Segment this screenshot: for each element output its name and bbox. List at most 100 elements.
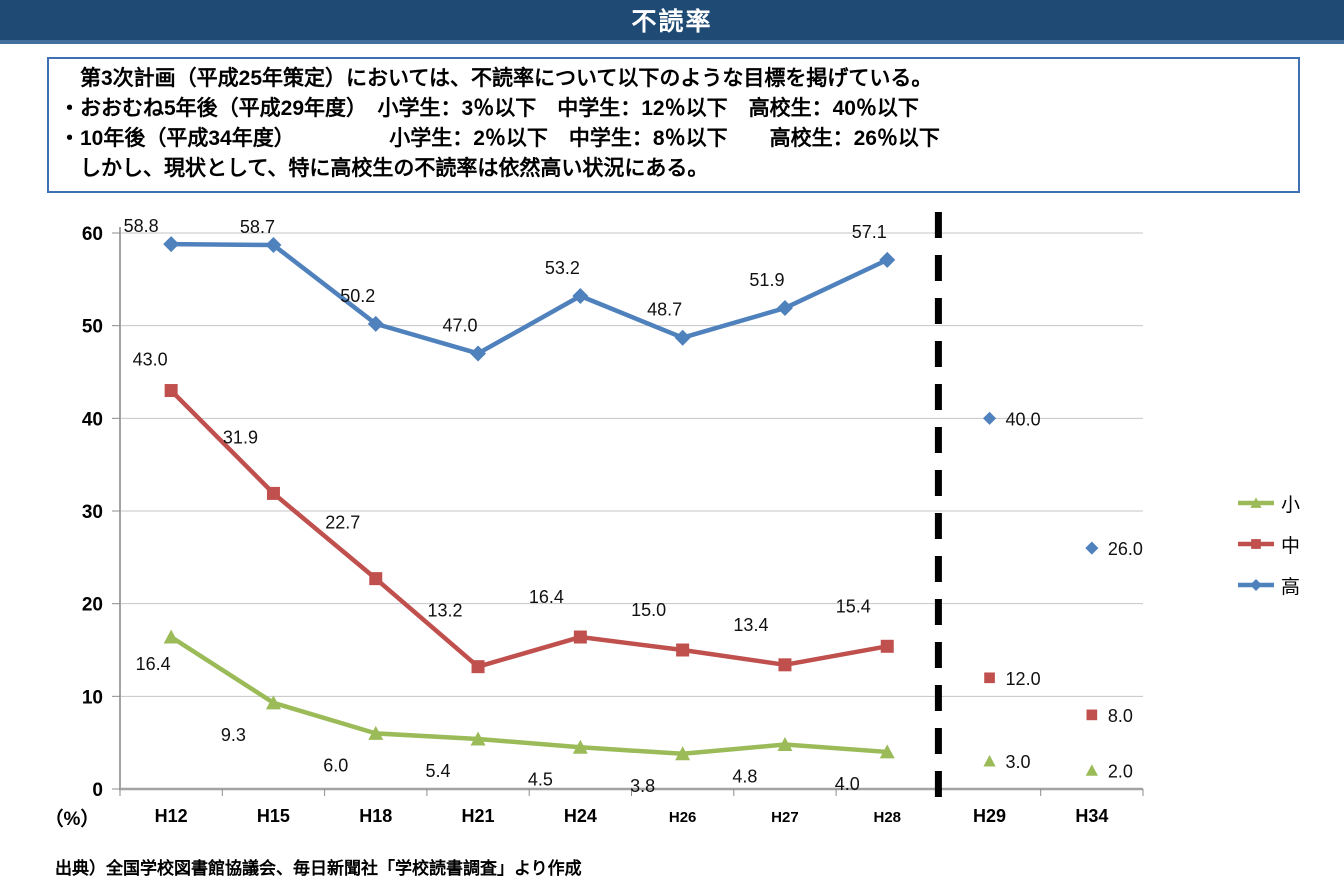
series-line — [168, 388, 890, 669]
data-label: 15.4 — [836, 596, 871, 616]
data-label: 47.0 — [443, 315, 478, 335]
legend-diamond-icon — [1238, 579, 1274, 591]
data-label: 50.2 — [340, 286, 375, 306]
data-label: 22.7 — [325, 513, 360, 533]
source-note: 出典）全国学校図書館協議会、毎日新聞社「学校読書調査」より作成 — [55, 859, 582, 878]
data-point-marker — [163, 629, 179, 644]
series-小: 16.4 9.3 6.0 5.4 4.5 3.8 4.8 4.0 3.0 2.0 — [136, 629, 1133, 796]
info-line-4: しかし、現状として、特に高校生の不読率は依然高い状況にある。 — [59, 157, 709, 180]
info-line-3: ・10年後（平成34年度） 小学生：2％以下 中学生：8％以下 高校生：26％以… — [59, 127, 940, 150]
info-line-2: ・おおむね5年後（平成29年度） 小学生：3％以下 中学生：12％以下 高校生：… — [59, 97, 919, 120]
x-axis-category-label: H12 — [155, 806, 188, 826]
y-axis-tick-label: 0 — [92, 780, 103, 801]
series-中: 43.0 31.9 22.7 13.2 16.4 15.0 13.4 15.4 12.0 8.0 — [133, 350, 1133, 726]
data-point-marker — [265, 695, 281, 710]
series-line — [168, 634, 890, 757]
data-point-marker — [369, 572, 383, 586]
data-label: 4.0 — [835, 774, 860, 794]
target-point-marker — [982, 411, 997, 425]
info-line-1: 第3次計画（平成25年策定）においては、不読率について以下のような目標を掲げてい… — [59, 67, 933, 90]
data-label: 13.4 — [733, 615, 768, 635]
x-axis-category-label: H15 — [257, 806, 290, 826]
page-title: 不読率 — [631, 8, 713, 36]
nonreading-rate-line-chart: 0 10 20 30 40 50 60 H12 H15 H18 H21 H24 H26 H27 H28 H29… — [45, 212, 1144, 830]
target-point-marker — [983, 755, 996, 767]
data-label: 31.9 — [223, 427, 258, 447]
data-point-marker — [778, 658, 792, 672]
legend-marker — [1251, 539, 1261, 549]
legend-triangle-icon — [1238, 497, 1274, 508]
y-axis-tick-label: 30 — [82, 502, 103, 523]
data-point-marker — [573, 630, 587, 644]
data-point-marker — [164, 384, 178, 398]
data-point-marker — [163, 236, 180, 253]
target-point-marker — [1086, 709, 1098, 721]
y-axis-unit-label: （%） — [45, 807, 100, 830]
data-point-marker — [880, 639, 894, 653]
target-data-label: 8.0 — [1108, 706, 1133, 726]
x-axis-category-label: H34 — [1075, 806, 1108, 826]
target-data-label: 40.0 — [1006, 409, 1041, 429]
legend-square-icon — [1238, 539, 1274, 549]
data-point-marker — [675, 746, 691, 761]
target-data-label: 12.0 — [1006, 669, 1041, 689]
x-axis-category-label: H24 — [564, 806, 597, 826]
data-point-marker — [265, 237, 282, 254]
data-point-marker — [879, 744, 895, 759]
data-point-marker — [674, 329, 691, 346]
target-data-label: 2.0 — [1108, 761, 1133, 781]
data-label: 53.2 — [545, 258, 580, 278]
target-point-marker — [984, 672, 995, 684]
legend-label: 中 — [1281, 535, 1301, 557]
data-label: 58.7 — [240, 217, 275, 237]
x-axis-category-label: H26 — [669, 809, 697, 826]
x-axis-category-label: H21 — [462, 806, 495, 826]
target-point-marker — [1085, 541, 1099, 555]
target-data-label: 26.0 — [1108, 539, 1143, 559]
x-axis-category-label: H29 — [973, 806, 1006, 826]
data-label: 51.9 — [749, 270, 784, 290]
legend-item-中: 中 — [1236, 530, 1300, 558]
legend-item-高: 高 — [1236, 571, 1300, 599]
data-label: 13.2 — [428, 601, 463, 621]
legend-label: 高 — [1281, 576, 1301, 598]
legend-item-小: 小 — [1236, 489, 1300, 517]
data-label: 16.4 — [136, 654, 171, 674]
legend-marker — [1250, 497, 1262, 508]
data-point-marker — [572, 288, 589, 305]
target-point-marker — [1085, 764, 1098, 776]
data-point-marker — [777, 737, 793, 752]
data-label: 48.7 — [647, 300, 682, 320]
data-label: 6.0 — [323, 755, 348, 775]
legend-marker — [1250, 579, 1262, 591]
data-label: 57.1 — [852, 222, 887, 242]
data-point-marker — [470, 731, 486, 746]
data-label: 16.4 — [529, 587, 564, 607]
data-point-marker — [471, 660, 485, 674]
x-axis-category-label: H27 — [771, 809, 799, 826]
chart-legend: 小中高 — [1236, 489, 1300, 599]
data-label: 3.8 — [630, 776, 655, 796]
data-label: 4.8 — [732, 767, 757, 787]
data-label: 4.5 — [528, 769, 553, 789]
x-axis-category-label: H18 — [359, 806, 392, 826]
data-point-marker — [368, 725, 384, 740]
data-label: 5.4 — [426, 761, 451, 781]
data-point-marker — [572, 739, 588, 754]
series-高: 58.8 58.7 50.2 47.0 53.2 48.7 51.9 57.1 40.0 26.0 — [124, 216, 1143, 559]
legend-label: 小 — [1281, 494, 1301, 516]
data-label: 58.8 — [124, 216, 159, 236]
data-point-marker — [470, 345, 487, 362]
data-label: 43.0 — [133, 350, 168, 370]
target-data-label: 3.0 — [1006, 752, 1031, 772]
chart-area: 0 10 20 30 40 50 60 H12 H15 H18 H21 H24 H26 H27 H28 H29… — [0, 200, 1344, 860]
x-axis-category-label: H28 — [873, 809, 901, 826]
data-point-marker — [676, 643, 690, 657]
goal-info-box: 第3次計画（平成25年策定）においては、不読率について以下のような目標を掲げてい… — [47, 57, 1300, 193]
y-axis-tick-label: 10 — [82, 687, 103, 708]
data-label: 15.0 — [631, 600, 666, 620]
y-axis-tick-label: 50 — [82, 317, 103, 338]
data-point-marker — [266, 486, 280, 500]
series-line — [168, 241, 890, 356]
y-axis-tick-label: 40 — [82, 409, 103, 430]
